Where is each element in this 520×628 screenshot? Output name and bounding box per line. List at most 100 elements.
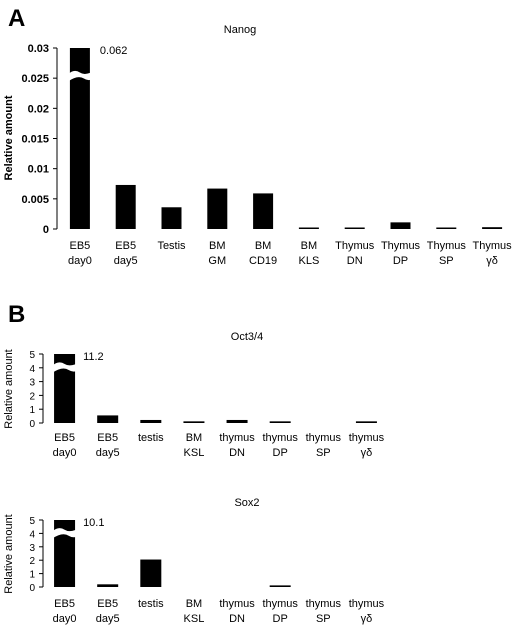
x-tick-label: thymus [349,432,385,444]
bar [390,222,411,229]
bar [298,227,319,229]
panel-label-b: B [8,301,25,328]
bar [344,227,365,229]
y-tick-label: 1 [29,405,35,416]
x-tick-label: SP [439,255,454,267]
x-tick-label: Testis [157,240,186,252]
x-tick-label: day0 [53,447,77,459]
y-tick-label: 3 [29,378,35,389]
y-axis-label: Relative amount [3,349,15,429]
bar [69,48,90,229]
bar [269,421,291,423]
x-tick-label: BM [209,240,226,252]
y-tick-label: 0 [29,419,35,430]
x-tick-label: DP [273,613,288,625]
y-tick-label: 3 [29,543,35,554]
x-tick-label: γδ [361,447,373,459]
bar [97,584,119,587]
x-tick-label: KSL [184,447,205,459]
bar [161,207,182,229]
y-axis-label: Relative amount [3,514,15,594]
y-tick-label: 1 [29,570,35,581]
y-tick-label: 0.01 [28,164,49,176]
bar [115,184,136,229]
chart-nanog: Nanog Relative amount 0 0.005 0.01 0.015 0.0… [3,24,512,267]
x-tick-label: Thymus [381,240,421,252]
x-tick-label: day5 [96,447,120,459]
x-tick-label: BM [186,598,203,610]
bar [97,415,119,423]
bar [140,419,162,423]
y-tick-label: 0.025 [21,73,49,85]
x-tick-label: testis [138,598,164,610]
y-tick-label: 0 [43,224,49,236]
y-tick-label: 5 [29,516,35,527]
x-tick-label: BM [255,240,272,252]
bar-value-label: 10.1 [83,517,104,529]
bar [355,421,377,423]
x-tick-label: thymus [349,598,385,610]
x-tick-label: EB5 [97,432,118,444]
x-tick-label: thymus [306,598,342,610]
chart-title: Sox2 [234,497,259,509]
x-tick-label: Thymus [335,240,375,252]
x-tick-label: EB5 [54,598,75,610]
x-tick-label: thymus [219,598,255,610]
x-tick-label: DN [347,255,363,267]
x-tick-label: BM [186,432,203,444]
y-tick-label: 0.02 [28,103,49,115]
x-tick-label: SP [316,447,331,459]
bar [54,354,76,423]
y-tick-label: 4 [29,364,35,375]
bar-value-label: 0.062 [100,45,128,57]
y-tick-label: 0 [29,583,35,594]
x-tick-label: day0 [68,255,92,267]
bar [207,188,228,229]
chart-sox2: Sox2 Relative amount 0 1 2 3 4 5 10.1 EB5 day0 EB… [3,497,385,625]
bar [226,419,248,423]
x-tick-label: Thymus [473,240,513,252]
x-tick-label: thymus [262,598,298,610]
axis-break-mark [52,360,82,373]
x-tick-label: γδ [361,613,373,625]
x-tick-label: DP [273,447,288,459]
bar-value-label: 11.2 [83,351,104,363]
x-tick-label: KSL [184,613,205,625]
x-tick-label: SP [316,613,331,625]
y-tick-label: 0.03 [28,43,49,55]
chart-oct34: Oct3/4 Relative amount 0 1 2 3 4 5 11.2 EB5 day0… [3,331,385,459]
x-tick-label: CD19 [249,255,277,267]
x-tick-label: testis [138,432,164,444]
panel-label-a: A [8,5,25,32]
x-tick-label: thymus [262,432,298,444]
bar [269,585,291,587]
x-tick-label: thymus [306,432,342,444]
x-tick-label: EB5 [97,598,118,610]
y-tick-label: 2 [29,391,35,402]
x-tick-label: BM [301,240,318,252]
x-tick-label: day5 [96,613,120,625]
y-tick-label: 0.015 [21,134,49,146]
chart-title: Oct3/4 [231,331,263,343]
bar [436,227,457,229]
y-tick-label: 5 [29,350,35,361]
x-tick-label: DP [393,255,408,267]
x-tick-label: day5 [114,255,138,267]
x-tick-label: EB5 [70,240,91,252]
bar [253,193,274,229]
y-tick-label: 0.005 [21,194,49,206]
axis-break-mark [67,69,96,82]
y-tick-label: 2 [29,556,35,567]
x-tick-label: DN [229,447,245,459]
bar [54,520,76,587]
bar [482,227,503,229]
y-axis-label: Relative amount [3,95,15,180]
y-tick-label: 4 [29,529,35,540]
x-tick-label: EB5 [115,240,136,252]
bar [183,421,205,423]
x-tick-label: EB5 [54,432,75,444]
x-tick-label: GM [208,255,226,267]
x-tick-label: day0 [53,613,77,625]
x-tick-label: γδ [486,255,498,267]
